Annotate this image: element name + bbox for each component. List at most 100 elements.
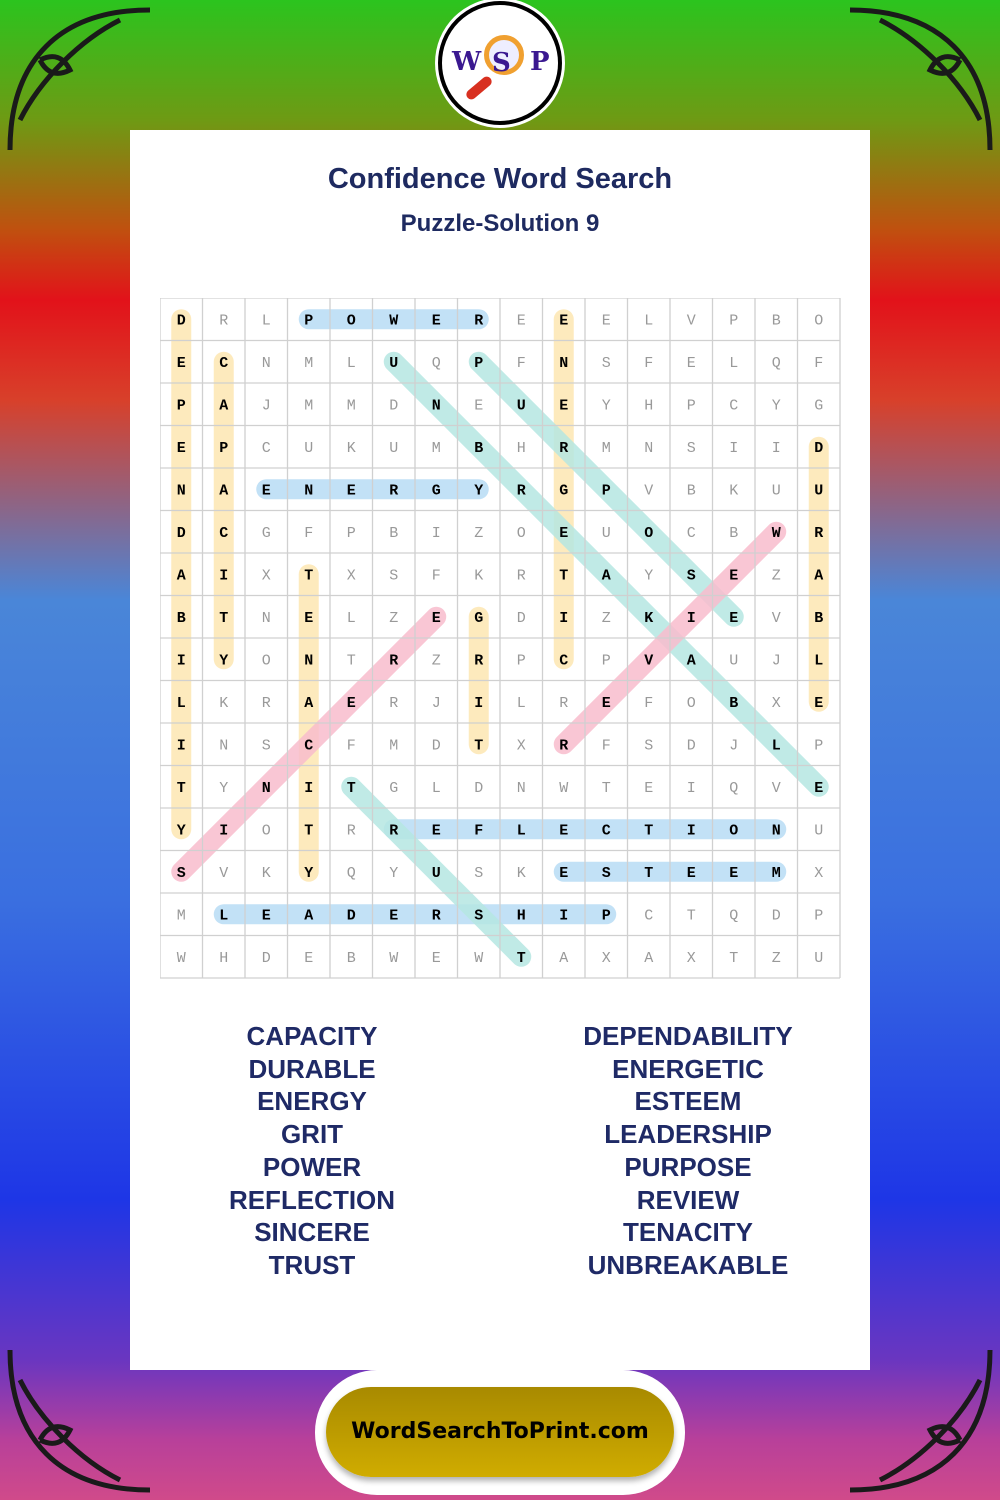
grid-letter: S bbox=[474, 865, 483, 882]
grid-letter: G bbox=[559, 482, 568, 499]
grid-letter: R bbox=[559, 440, 568, 457]
grid-letter: X bbox=[814, 865, 823, 882]
grid-letter: P bbox=[304, 312, 313, 329]
grid-letter: L bbox=[347, 610, 356, 627]
grid-letter: E bbox=[262, 482, 271, 499]
word-list-item: ENERGY bbox=[257, 1086, 367, 1117]
grid-letter: U bbox=[814, 822, 823, 839]
grid-letter: E bbox=[559, 397, 568, 414]
grid-letter: F bbox=[347, 737, 356, 754]
grid-letter: E bbox=[304, 610, 313, 627]
grid-letter: I bbox=[432, 525, 441, 542]
grid-letter: R bbox=[814, 525, 823, 542]
grid-letter: T bbox=[517, 950, 526, 967]
logo-letter: S bbox=[492, 48, 511, 78]
grid-letter: S bbox=[474, 907, 483, 924]
grid-letter: I bbox=[177, 652, 186, 669]
grid-letter: C bbox=[729, 397, 738, 414]
word-search-grid: D R L P O W E R E E E L V P B O E C N M L U Q P F N S F E L Q F P A J M M D N E… bbox=[160, 298, 841, 979]
grid-letter: S bbox=[262, 737, 271, 754]
grid-letter: H bbox=[644, 397, 653, 414]
grid-letter: U bbox=[389, 355, 398, 372]
grid-letter: F bbox=[432, 567, 441, 584]
grid-letter: M bbox=[602, 440, 611, 457]
grid-letter: Y bbox=[304, 865, 313, 882]
grid-letter: V bbox=[772, 780, 781, 797]
grid-letter: A bbox=[814, 567, 823, 584]
grid-letter: L bbox=[262, 312, 271, 329]
grid-letter: C bbox=[304, 737, 313, 754]
grid-letter: G bbox=[814, 397, 823, 414]
grid-letter: E bbox=[347, 695, 356, 712]
solution-highlight-unbreakable bbox=[383, 351, 829, 797]
word-list-item: PURPOSE bbox=[624, 1151, 752, 1182]
grid-letter: P bbox=[347, 525, 356, 542]
grid-letter: G bbox=[389, 780, 398, 797]
grid-letter: K bbox=[644, 610, 653, 627]
grid-letter: A bbox=[687, 652, 696, 669]
magnifier-icon bbox=[484, 35, 524, 75]
grid-letter: U bbox=[602, 525, 611, 542]
grid-letter: N bbox=[432, 397, 441, 414]
grid-letter: E bbox=[559, 822, 568, 839]
grid-letter: R bbox=[474, 312, 483, 329]
grid-letter: T bbox=[177, 780, 186, 797]
grid-letter: W bbox=[177, 950, 186, 967]
grid-letter: D bbox=[347, 907, 356, 924]
grid-letter: S bbox=[687, 567, 696, 584]
page-subtitle: Puzzle-Solution 9 bbox=[400, 210, 600, 237]
grid-letter: D bbox=[772, 907, 781, 924]
grid-letter: S bbox=[602, 355, 611, 372]
word-list-right: DEPENDABILITY ENERGETIC ESTEEM LEADERSHIP PU… bbox=[538, 1020, 838, 1282]
magnifier-handle-icon bbox=[464, 74, 494, 102]
grid-letter: A bbox=[559, 950, 568, 967]
wsp-logo: W S P bbox=[438, 1, 562, 125]
grid-letter: G bbox=[262, 525, 271, 542]
grid-letter: Q bbox=[772, 355, 781, 372]
grid-letter: T bbox=[347, 652, 356, 669]
grid-letter: D bbox=[814, 440, 823, 457]
grid-letter: E bbox=[304, 950, 313, 967]
grid-letter: E bbox=[644, 780, 653, 797]
grid-letter: E bbox=[559, 312, 568, 329]
grid-letter: L bbox=[517, 695, 526, 712]
grid-letter: I bbox=[559, 907, 568, 924]
grid-letter: X bbox=[602, 950, 611, 967]
grid-letter: B bbox=[474, 440, 483, 457]
grid-letter: L bbox=[517, 822, 526, 839]
corner-ornament-icon bbox=[849, 1349, 993, 1493]
grid-letter: E bbox=[432, 950, 441, 967]
word-list-item: DEPENDABILITY bbox=[583, 1021, 793, 1051]
grid-letter: U bbox=[772, 482, 781, 499]
grid-letter: G bbox=[432, 482, 441, 499]
grid-letter: R bbox=[262, 695, 271, 712]
grid-letter: P bbox=[729, 312, 738, 329]
grid-letter: U bbox=[304, 440, 313, 457]
grid-letter: B bbox=[772, 312, 781, 329]
grid-letter: C bbox=[644, 907, 653, 924]
grid-letter: S bbox=[602, 865, 611, 882]
grid-letter: E bbox=[177, 355, 186, 372]
grid-letter: C bbox=[219, 355, 228, 372]
site-link-button[interactable]: WordSearchToPrint.com bbox=[326, 1387, 674, 1477]
grid-letter: Q bbox=[729, 780, 738, 797]
grid-letter: B bbox=[177, 610, 186, 627]
solution-highlight-trust bbox=[341, 776, 532, 967]
grid-letter: T bbox=[304, 822, 313, 839]
grid-letter: B bbox=[687, 482, 696, 499]
grid-letter: M bbox=[304, 355, 313, 372]
grid-letter: R bbox=[389, 652, 398, 669]
grid-letter: I bbox=[772, 440, 781, 457]
grid-letter: T bbox=[474, 737, 483, 754]
word-list-item: REFLECTION bbox=[228, 1184, 396, 1215]
grid-letter: S bbox=[177, 865, 186, 882]
grid-letter: T bbox=[602, 780, 611, 797]
corner-ornament-icon bbox=[849, 7, 993, 151]
word-list-item: GRIT bbox=[280, 1119, 344, 1150]
grid-letter: O bbox=[644, 525, 653, 542]
grid-letter: E bbox=[389, 907, 398, 924]
grid-letter: N bbox=[262, 610, 271, 627]
grid-letter: L bbox=[432, 780, 441, 797]
grid-letter: Z bbox=[389, 610, 398, 627]
grid-letter: R bbox=[219, 312, 228, 329]
